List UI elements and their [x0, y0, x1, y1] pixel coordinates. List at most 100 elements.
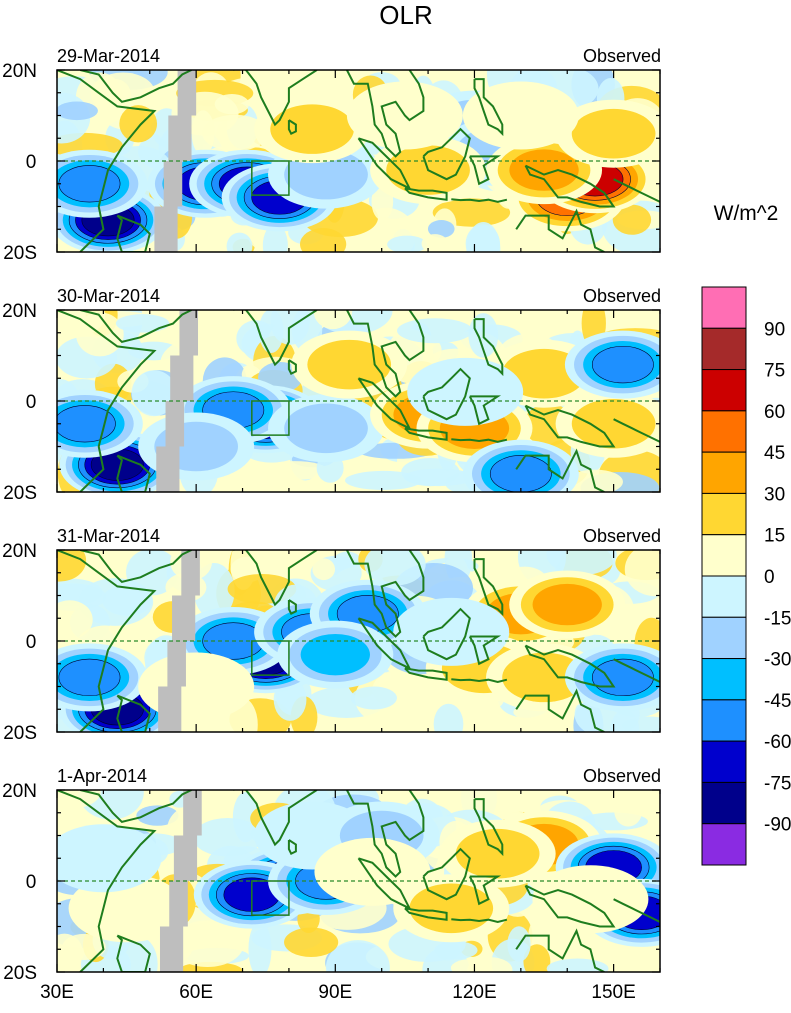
coastline	[422, 367, 471, 421]
olr-anomaly-blob	[314, 837, 431, 906]
missing-data-region	[169, 881, 188, 927]
colorbar-label: 75	[764, 361, 785, 382]
coastline	[451, 918, 508, 924]
y-tick-label: 20S	[3, 963, 37, 984]
y-tick-label: 20S	[3, 483, 37, 504]
field-texture-cell	[245, 476, 315, 492]
y-tick-label: 20N	[2, 541, 37, 562]
missing-data-region	[181, 550, 200, 596]
field-texture-cell	[403, 468, 475, 487]
field-texture-cell	[136, 805, 179, 826]
coastline	[473, 78, 504, 137]
field-texture-cell	[214, 94, 250, 115]
field-texture-cell	[546, 550, 617, 576]
field-texture-cell	[57, 101, 98, 121]
field-texture-cell	[567, 469, 623, 492]
olr-anomaly-blob	[502, 652, 586, 703]
x-tick-label: 90E	[318, 982, 352, 1003]
coastline	[335, 70, 425, 158]
colorbar-label: -30	[764, 650, 791, 671]
coastline	[404, 907, 448, 921]
colorbar-label: -75	[764, 773, 791, 794]
olr-anomaly-blob	[502, 348, 586, 399]
olr-anomaly-blob	[138, 652, 255, 721]
coastline	[451, 678, 508, 684]
missing-data-region	[154, 206, 178, 252]
field-texture-cell	[612, 204, 652, 235]
field-texture-cell	[387, 235, 427, 252]
coastline	[57, 310, 157, 492]
olr-anomaly-blob	[532, 583, 602, 626]
field-texture-cell	[57, 600, 93, 640]
coastline	[451, 198, 508, 203]
panel-label: Observed	[583, 286, 661, 306]
olr-anomaly-blob	[409, 883, 494, 934]
olr-anomaly-blob	[284, 403, 368, 454]
x-tick-label: 60E	[179, 982, 213, 1003]
x-tick-label: 120E	[452, 982, 496, 1003]
coastline	[116, 934, 151, 972]
olr-anomaly-blob	[455, 828, 540, 879]
coastline	[515, 688, 605, 732]
coastline	[357, 617, 412, 671]
coastline	[287, 839, 297, 856]
coastline	[57, 70, 157, 252]
field-texture-cell	[191, 110, 215, 156]
coastline	[524, 644, 616, 688]
olr-anomaly-blob	[407, 357, 524, 426]
coastline	[79, 550, 192, 584]
coastline	[404, 667, 448, 681]
colorbar-swatch	[701, 369, 747, 412]
coastline	[524, 884, 616, 928]
olr-anomaly-blob	[58, 165, 121, 203]
coastline	[287, 359, 297, 376]
colorbar-label: 60	[764, 402, 785, 423]
map-panels: 20N 0 20S 29-Mar-2014 Observed 20N 0 20S 30-Mar-…	[2, 46, 661, 1003]
coastline	[357, 137, 412, 191]
coastline	[422, 847, 471, 901]
coastline	[468, 155, 502, 186]
coastline	[451, 438, 508, 443]
missing-data-region	[167, 641, 186, 687]
x-tick-label: 150E	[591, 982, 635, 1003]
colorbar-swatch	[701, 575, 747, 618]
panel-field	[57, 550, 660, 732]
coastline	[515, 928, 605, 972]
field-texture-cell	[119, 105, 158, 143]
missing-data-region	[170, 355, 194, 401]
coastline	[79, 310, 192, 344]
panel-date: 1-Apr-2014	[57, 766, 147, 786]
field-texture-cell	[192, 818, 263, 857]
colorbar-swatch	[701, 616, 747, 660]
y-tick-label: 0	[26, 872, 37, 893]
missing-data-region	[168, 115, 192, 161]
colorbar-label: 45	[764, 443, 785, 464]
coastline	[613, 418, 660, 443]
colorbar-swatch	[701, 492, 747, 536]
y-tick-label: 0	[26, 152, 37, 173]
olr-anomaly-blob	[591, 345, 654, 384]
colorbar-swatch	[701, 286, 747, 329]
coastline	[357, 377, 412, 431]
field-texture-cell	[258, 310, 284, 354]
colorbar-label: 90	[764, 319, 785, 340]
field-texture-cell	[433, 703, 464, 732]
coastline	[116, 214, 151, 252]
y-tick-label: 20N	[2, 781, 37, 802]
field-texture-cell	[345, 470, 422, 491]
panel-date: 30-Mar-2014	[57, 286, 160, 306]
coastline	[57, 790, 157, 972]
field-texture-cell	[421, 234, 449, 252]
missing-data-region	[183, 790, 202, 836]
field-texture-cell	[325, 940, 390, 972]
colorbar-units-label: W/m^2	[714, 202, 779, 225]
colorbar-swatch	[701, 534, 747, 577]
coastline	[335, 790, 425, 878]
coastline	[57, 550, 157, 732]
coastline	[473, 558, 504, 617]
coastline	[116, 694, 151, 732]
coastline	[422, 607, 471, 661]
coastline	[335, 550, 425, 638]
map-panel: 20N 0 20S 29-Mar-2014 Observed	[2, 46, 661, 264]
olr-anomaly-blob	[393, 597, 510, 666]
